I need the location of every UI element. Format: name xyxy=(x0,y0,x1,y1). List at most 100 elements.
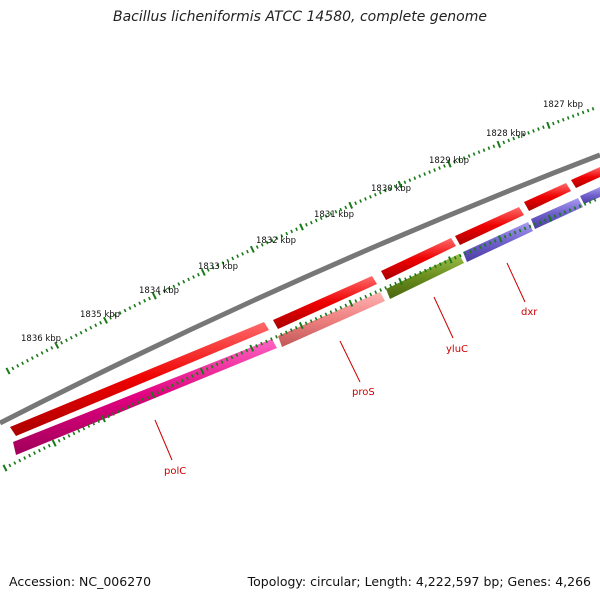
ruler-label: 1830 kbp xyxy=(371,184,411,194)
outer-ruler-tick xyxy=(103,316,108,324)
cds-arrow[interactable] xyxy=(10,322,269,436)
inner-ruler-tick xyxy=(573,206,577,210)
outer-ruler-tick xyxy=(556,119,560,124)
inner-ruler-tick xyxy=(314,316,318,321)
outer-ruler-tick xyxy=(280,234,284,238)
outer-ruler-tick xyxy=(157,291,161,296)
inner-ruler-tick xyxy=(126,405,130,409)
inner-ruler-tick xyxy=(558,212,562,216)
cds-arrow[interactable] xyxy=(571,167,600,188)
outer-ruler-tick xyxy=(128,306,132,310)
proS-feature[interactable] xyxy=(278,292,385,347)
outer-ruler-tick xyxy=(69,335,73,340)
outer-ruler-tick xyxy=(339,207,343,212)
inner-ruler-tick xyxy=(67,434,71,438)
gene-label-polC[interactable]: polC xyxy=(164,466,186,477)
inner-ruler-tick xyxy=(359,297,363,301)
outer-ruler-tick xyxy=(138,301,142,306)
outer-ruler-tick xyxy=(143,299,147,303)
inner-ruler-tick xyxy=(553,214,557,218)
polC-leader xyxy=(154,419,173,461)
inner-ruler-tick xyxy=(195,371,199,376)
inner-ruler-tick xyxy=(398,277,403,285)
inner-ruler-tick xyxy=(205,367,209,371)
inner-ruler-tick xyxy=(319,314,323,319)
cds-arrow[interactable] xyxy=(455,207,524,245)
outer-ruler-tick xyxy=(517,134,520,139)
outer-ruler-tick xyxy=(354,201,358,205)
inner-ruler-tick xyxy=(578,204,582,208)
inner-ruler-tick xyxy=(255,344,259,348)
inner-ruler-tick xyxy=(389,283,392,288)
inner-ruler-tick xyxy=(230,355,234,360)
polC-feature[interactable] xyxy=(13,339,277,455)
cds-arrow[interactable] xyxy=(524,183,571,211)
outer-ruler-tick xyxy=(216,263,220,268)
outer-ruler-tick xyxy=(373,192,377,197)
inner-ruler-tick xyxy=(458,253,462,258)
proS-leader xyxy=(339,340,361,383)
inner-ruler-tick xyxy=(329,310,333,314)
gene-label-proS[interactable]: proS xyxy=(352,387,375,398)
outer-ruler-tick xyxy=(586,108,590,113)
inner-ruler-tick xyxy=(185,376,189,381)
inner-ruler-tick xyxy=(374,290,378,295)
inner-ruler-tick xyxy=(245,348,249,353)
map-title: Bacillus licheniformis ATCC 14580, compl… xyxy=(113,9,487,25)
outer-ruler-tick xyxy=(305,223,308,227)
outer-ruler-tick xyxy=(397,180,403,188)
outer-ruler-tick xyxy=(542,125,545,129)
inner-ruler-tick xyxy=(121,407,125,411)
inner-ruler-tick xyxy=(533,222,537,227)
outer-ruler-tick xyxy=(79,330,83,335)
outer-ruler-tick xyxy=(537,127,540,131)
outer-ruler-tick xyxy=(319,216,323,221)
outer-ruler-tick xyxy=(123,308,127,313)
outer-ruler-tick xyxy=(502,140,506,145)
outer-ruler-tick xyxy=(403,180,407,185)
outer-ruler-tick xyxy=(54,341,60,349)
outer-ruler-tick xyxy=(561,117,565,122)
yluC-feature[interactable] xyxy=(386,254,464,299)
inner-ruler-tick xyxy=(384,286,388,290)
inner-ruler-tick xyxy=(106,414,110,419)
outer-ruler-tick xyxy=(447,160,452,168)
cds-arrow[interactable] xyxy=(381,238,456,280)
gene-label-yluC[interactable]: yluC xyxy=(446,344,468,355)
cds-purple-feature[interactable] xyxy=(531,198,583,229)
inner-ruler-tick xyxy=(150,391,156,399)
inner-ruler-tick xyxy=(309,319,313,323)
inner-ruler-tick xyxy=(538,220,542,225)
inner-ruler-tick xyxy=(51,439,57,447)
outer-ruler-tick xyxy=(197,272,200,277)
gene-label-dxr[interactable]: dxr xyxy=(521,307,538,318)
outer-ruler-tick xyxy=(408,178,412,182)
inner-ruler-tick xyxy=(593,198,597,202)
outer-ruler-tick xyxy=(462,156,466,160)
outer-ruler-tick xyxy=(241,252,244,256)
inner-ruler-tick xyxy=(419,270,422,275)
outer-ruler-tick xyxy=(527,131,530,135)
ruler-labels: 1827 kbp 1828 kbp 1829 kbp 1830 kbp 1831… xyxy=(21,100,583,344)
outer-ruler-tick xyxy=(26,358,29,363)
inner-ruler-tick xyxy=(92,421,96,426)
outer-ruler-tick xyxy=(275,236,279,240)
inner-ruler-tick xyxy=(265,339,268,344)
cds-arrow[interactable] xyxy=(273,276,377,329)
outer-ruler-tick xyxy=(60,341,64,345)
inner-ruler-tick xyxy=(161,388,165,392)
inner-ruler-tick xyxy=(294,325,298,330)
ruler-label: 1827 kbp xyxy=(543,100,583,110)
outer-ruler-tick xyxy=(388,186,392,191)
outer-ruler-tick xyxy=(378,190,382,195)
outer-ruler-tick xyxy=(369,195,372,199)
outer-ruler-tick xyxy=(250,245,255,253)
inner-ruler-tick xyxy=(33,451,36,455)
cds-purple-feature[interactable] xyxy=(580,187,600,204)
outer-ruler-tick xyxy=(200,268,206,276)
outer-ruler-tick xyxy=(576,112,580,117)
outer-ruler-tick xyxy=(492,144,496,149)
inner-ruler-tick xyxy=(424,268,427,273)
outer-ruler-tick xyxy=(532,129,535,133)
